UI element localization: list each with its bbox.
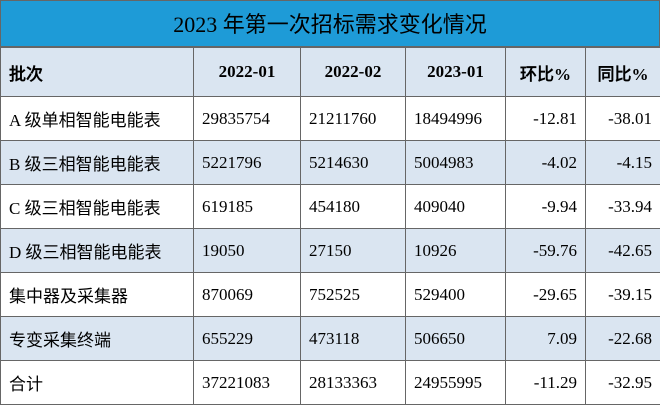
header-cell: 同比% bbox=[586, 48, 660, 97]
table-cell: -4.15 bbox=[586, 141, 660, 185]
row-label: A 级单相智能电能表 bbox=[1, 97, 194, 141]
table-cell: 409040 bbox=[406, 185, 506, 229]
row-label: D 级三相智能电能表 bbox=[1, 229, 194, 273]
header-cell: 2023-01 bbox=[406, 48, 506, 97]
table-cell: -29.65 bbox=[506, 273, 586, 317]
table-cell: 619185 bbox=[194, 185, 301, 229]
table-cell: -38.01 bbox=[586, 97, 660, 141]
table-cell: 28133363 bbox=[301, 361, 406, 405]
table-cell: -42.65 bbox=[586, 229, 660, 273]
table-cell: 473118 bbox=[301, 317, 406, 361]
table-cell: 506650 bbox=[406, 317, 506, 361]
table-cell: 529400 bbox=[406, 273, 506, 317]
header-cell: 批次 bbox=[1, 48, 194, 97]
table-cell: 870069 bbox=[194, 273, 301, 317]
row-label: 合计 bbox=[1, 361, 194, 405]
row-label: 专变采集终端 bbox=[1, 317, 194, 361]
table-cell: 655229 bbox=[194, 317, 301, 361]
header-cell: 2022-02 bbox=[301, 48, 406, 97]
table-cell: 5214630 bbox=[301, 141, 406, 185]
table-cell: 5004983 bbox=[406, 141, 506, 185]
table-cell: 24955995 bbox=[406, 361, 506, 405]
table-cell: 37221083 bbox=[194, 361, 301, 405]
table-cell: -59.76 bbox=[506, 229, 586, 273]
table-cell: -12.81 bbox=[506, 97, 586, 141]
table-cell: 454180 bbox=[301, 185, 406, 229]
table-cell: 10926 bbox=[406, 229, 506, 273]
table-cell: 7.09 bbox=[506, 317, 586, 361]
table-cell: -22.68 bbox=[586, 317, 660, 361]
table-cell: 27150 bbox=[301, 229, 406, 273]
table-cell: 5221796 bbox=[194, 141, 301, 185]
table-cell: -32.95 bbox=[586, 361, 660, 405]
table-cell: 19050 bbox=[194, 229, 301, 273]
row-label: 集中器及采集器 bbox=[1, 273, 194, 317]
table-cell: -39.15 bbox=[586, 273, 660, 317]
table-cell: -9.94 bbox=[506, 185, 586, 229]
row-label: C 级三相智能电能表 bbox=[1, 185, 194, 229]
table-cell: 29835754 bbox=[194, 97, 301, 141]
header-cell: 环比% bbox=[506, 48, 586, 97]
table-cell: -4.02 bbox=[506, 141, 586, 185]
table-cell: 752525 bbox=[301, 273, 406, 317]
table-cell: -11.29 bbox=[506, 361, 586, 405]
header-cell: 2022-01 bbox=[194, 48, 301, 97]
table-cell: -33.94 bbox=[586, 185, 660, 229]
table-cell: 21211760 bbox=[301, 97, 406, 141]
row-label: B 级三相智能电能表 bbox=[1, 141, 194, 185]
table-cell: 18494996 bbox=[406, 97, 506, 141]
table-title: 2023 年第一次招标需求变化情况 bbox=[0, 0, 660, 47]
